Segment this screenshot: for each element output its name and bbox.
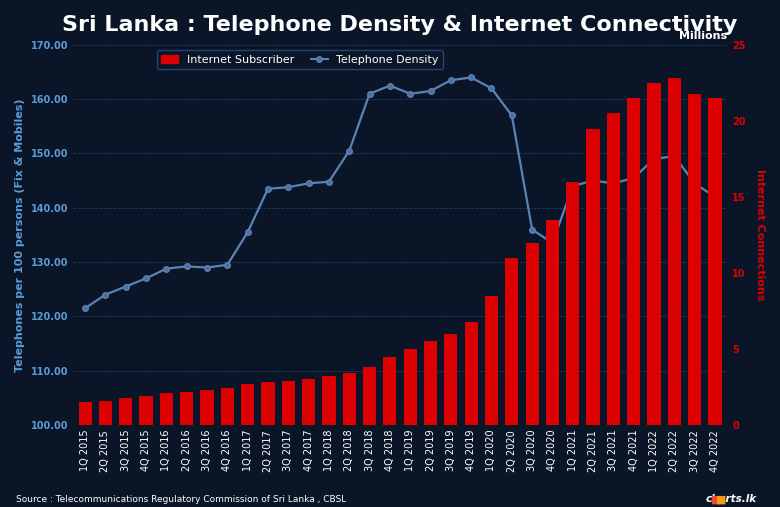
Title: Sri Lanka : Telephone Density & Internet Connectivity: Sri Lanka : Telephone Density & Internet… bbox=[62, 15, 738, 35]
Bar bbox=[322, 376, 335, 425]
Bar bbox=[363, 367, 376, 425]
Bar bbox=[485, 296, 498, 425]
Bar bbox=[526, 242, 539, 425]
Bar bbox=[79, 402, 92, 425]
Text: ■: ■ bbox=[717, 494, 727, 504]
Y-axis label: Internet Connections: Internet Connections bbox=[755, 169, 765, 301]
Bar bbox=[566, 182, 580, 425]
Bar bbox=[282, 381, 295, 425]
Bar bbox=[505, 258, 519, 425]
Bar bbox=[302, 379, 315, 425]
Bar bbox=[627, 98, 640, 425]
Legend: Internet Subscriber, Telephone Density: Internet Subscriber, Telephone Density bbox=[157, 50, 443, 69]
Bar bbox=[99, 401, 112, 425]
Bar bbox=[342, 373, 356, 425]
Bar bbox=[587, 128, 600, 425]
Text: charts.lk: charts.lk bbox=[705, 494, 757, 504]
Bar bbox=[647, 83, 661, 425]
Text: Millions: Millions bbox=[679, 31, 727, 41]
Bar bbox=[607, 113, 620, 425]
Bar bbox=[119, 397, 133, 425]
Bar bbox=[546, 220, 559, 425]
Y-axis label: Telephones per 100 persons (Fix & Mobiles): Telephones per 100 persons (Fix & Mobile… bbox=[15, 98, 25, 372]
Bar bbox=[383, 356, 396, 425]
Bar bbox=[160, 393, 173, 425]
Bar bbox=[445, 334, 457, 425]
Bar bbox=[241, 384, 254, 425]
Bar bbox=[668, 79, 681, 425]
Bar bbox=[424, 341, 437, 425]
Bar bbox=[403, 349, 417, 425]
Text: ■: ■ bbox=[711, 494, 722, 504]
Bar bbox=[180, 391, 193, 425]
Bar bbox=[688, 93, 701, 425]
Bar bbox=[140, 396, 153, 425]
Bar bbox=[708, 98, 722, 425]
Bar bbox=[221, 388, 234, 425]
Bar bbox=[261, 382, 275, 425]
Bar bbox=[465, 321, 478, 425]
Text: Source : Telecommunications Regulatory Commission of Sri Lanka , CBSL: Source : Telecommunications Regulatory C… bbox=[16, 495, 346, 504]
Bar bbox=[200, 390, 214, 425]
